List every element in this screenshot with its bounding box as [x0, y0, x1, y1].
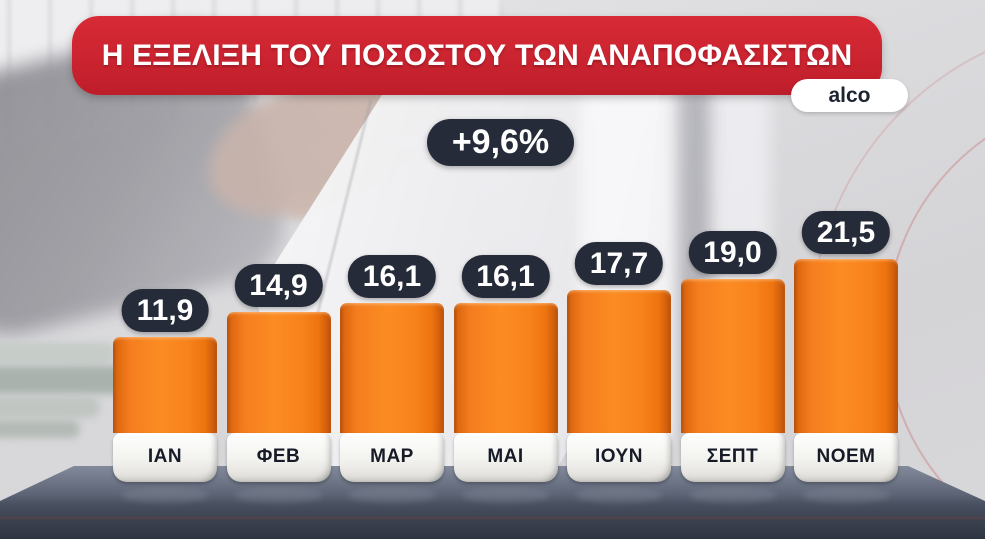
bar-column: 16,1 ΜΑΙ — [453, 0, 558, 539]
bar-reflection — [575, 488, 663, 503]
bar — [453, 303, 558, 433]
background-streak — [0, 396, 100, 418]
bar-category-plinth: ΙΟΥΝ — [567, 433, 671, 482]
bar-category-plinth: ΦΕΒ — [226, 433, 331, 482]
bar-category-label: ΜΑΡ — [370, 446, 414, 467]
platform-edge-line — [0, 517, 985, 519]
bar — [226, 312, 331, 433]
bar-reflection — [121, 488, 209, 503]
bar-column: 19,0 ΣΕΠΤ — [680, 0, 785, 539]
alco-logo-badge: alco — [791, 79, 908, 112]
bar-category-plinth: ΝΟΕΜ — [794, 433, 898, 482]
bar-category-plinth: ΙΑΝ — [113, 433, 217, 482]
title-banner: Η ΕΞΕΛΙΞΗ ΤΟΥ ΠΟΣΟΣΤΟΥ ΤΩΝ ΑΝΑΠΟΦΑΣΙΣΤΩΝ — [72, 16, 882, 95]
delta-annotation-label: +9,6% — [451, 123, 550, 161]
bar-category-label: ΣΕΠΤ — [706, 446, 759, 467]
bar — [113, 337, 217, 433]
bar-value-pill: 11,9 — [121, 289, 209, 332]
bar-value-pill: 21,5 — [801, 211, 891, 254]
bar-reflection — [688, 488, 777, 503]
bar-reflection — [802, 488, 890, 503]
bar-value-pill: 16,1 — [347, 255, 437, 298]
bar-value-pill: 19,0 — [688, 231, 777, 274]
delta-annotation-pill: +9,6% — [427, 119, 574, 166]
bar-category-label: ΜΑΙ — [487, 446, 524, 467]
bar-category-plinth: ΜΑΡ — [340, 433, 444, 482]
bar-category-label: ΝΟΕΜ — [816, 446, 876, 467]
bar — [567, 290, 671, 433]
bar-value-pill: 16,1 — [461, 255, 550, 298]
bar-category-label: ΙΟΥΝ — [595, 446, 643, 467]
bar-column: 14,9 ΦΕΒ — [226, 0, 331, 539]
bar-column: 11,9 ΙΑΝ — [113, 0, 217, 539]
bar-column: 17,7 ΙΟΥΝ — [567, 0, 671, 539]
background-streak — [0, 342, 115, 364]
bar-category-label: ΙΑΝ — [147, 446, 183, 467]
bar-category-label: ΦΕΒ — [256, 446, 301, 467]
alco-logo-label: alco — [828, 84, 871, 107]
bar — [794, 259, 898, 433]
bar-category-plinth: ΜΑΙ — [453, 433, 558, 482]
bar — [340, 303, 444, 433]
bar-value-pill: 14,9 — [234, 264, 323, 307]
bar-reflection — [348, 488, 436, 503]
bar-value-pill: 17,7 — [574, 242, 664, 285]
bar-column: 21,5 ΝΟΕΜ — [794, 0, 898, 539]
bar — [680, 279, 785, 433]
bar-category-plinth: ΣΕΠΤ — [680, 433, 785, 482]
bar-reflection — [234, 488, 323, 503]
bar-column: 16,1 ΜΑΡ — [340, 0, 444, 539]
bar-reflection — [461, 488, 550, 503]
background-streak — [0, 420, 80, 438]
page-title: Η ΕΞΕΛΙΞΗ ΤΟΥ ΠΟΣΟΣΤΟΥ ΤΩΝ ΑΝΑΠΟΦΑΣΙΣΤΩΝ — [101, 39, 853, 72]
